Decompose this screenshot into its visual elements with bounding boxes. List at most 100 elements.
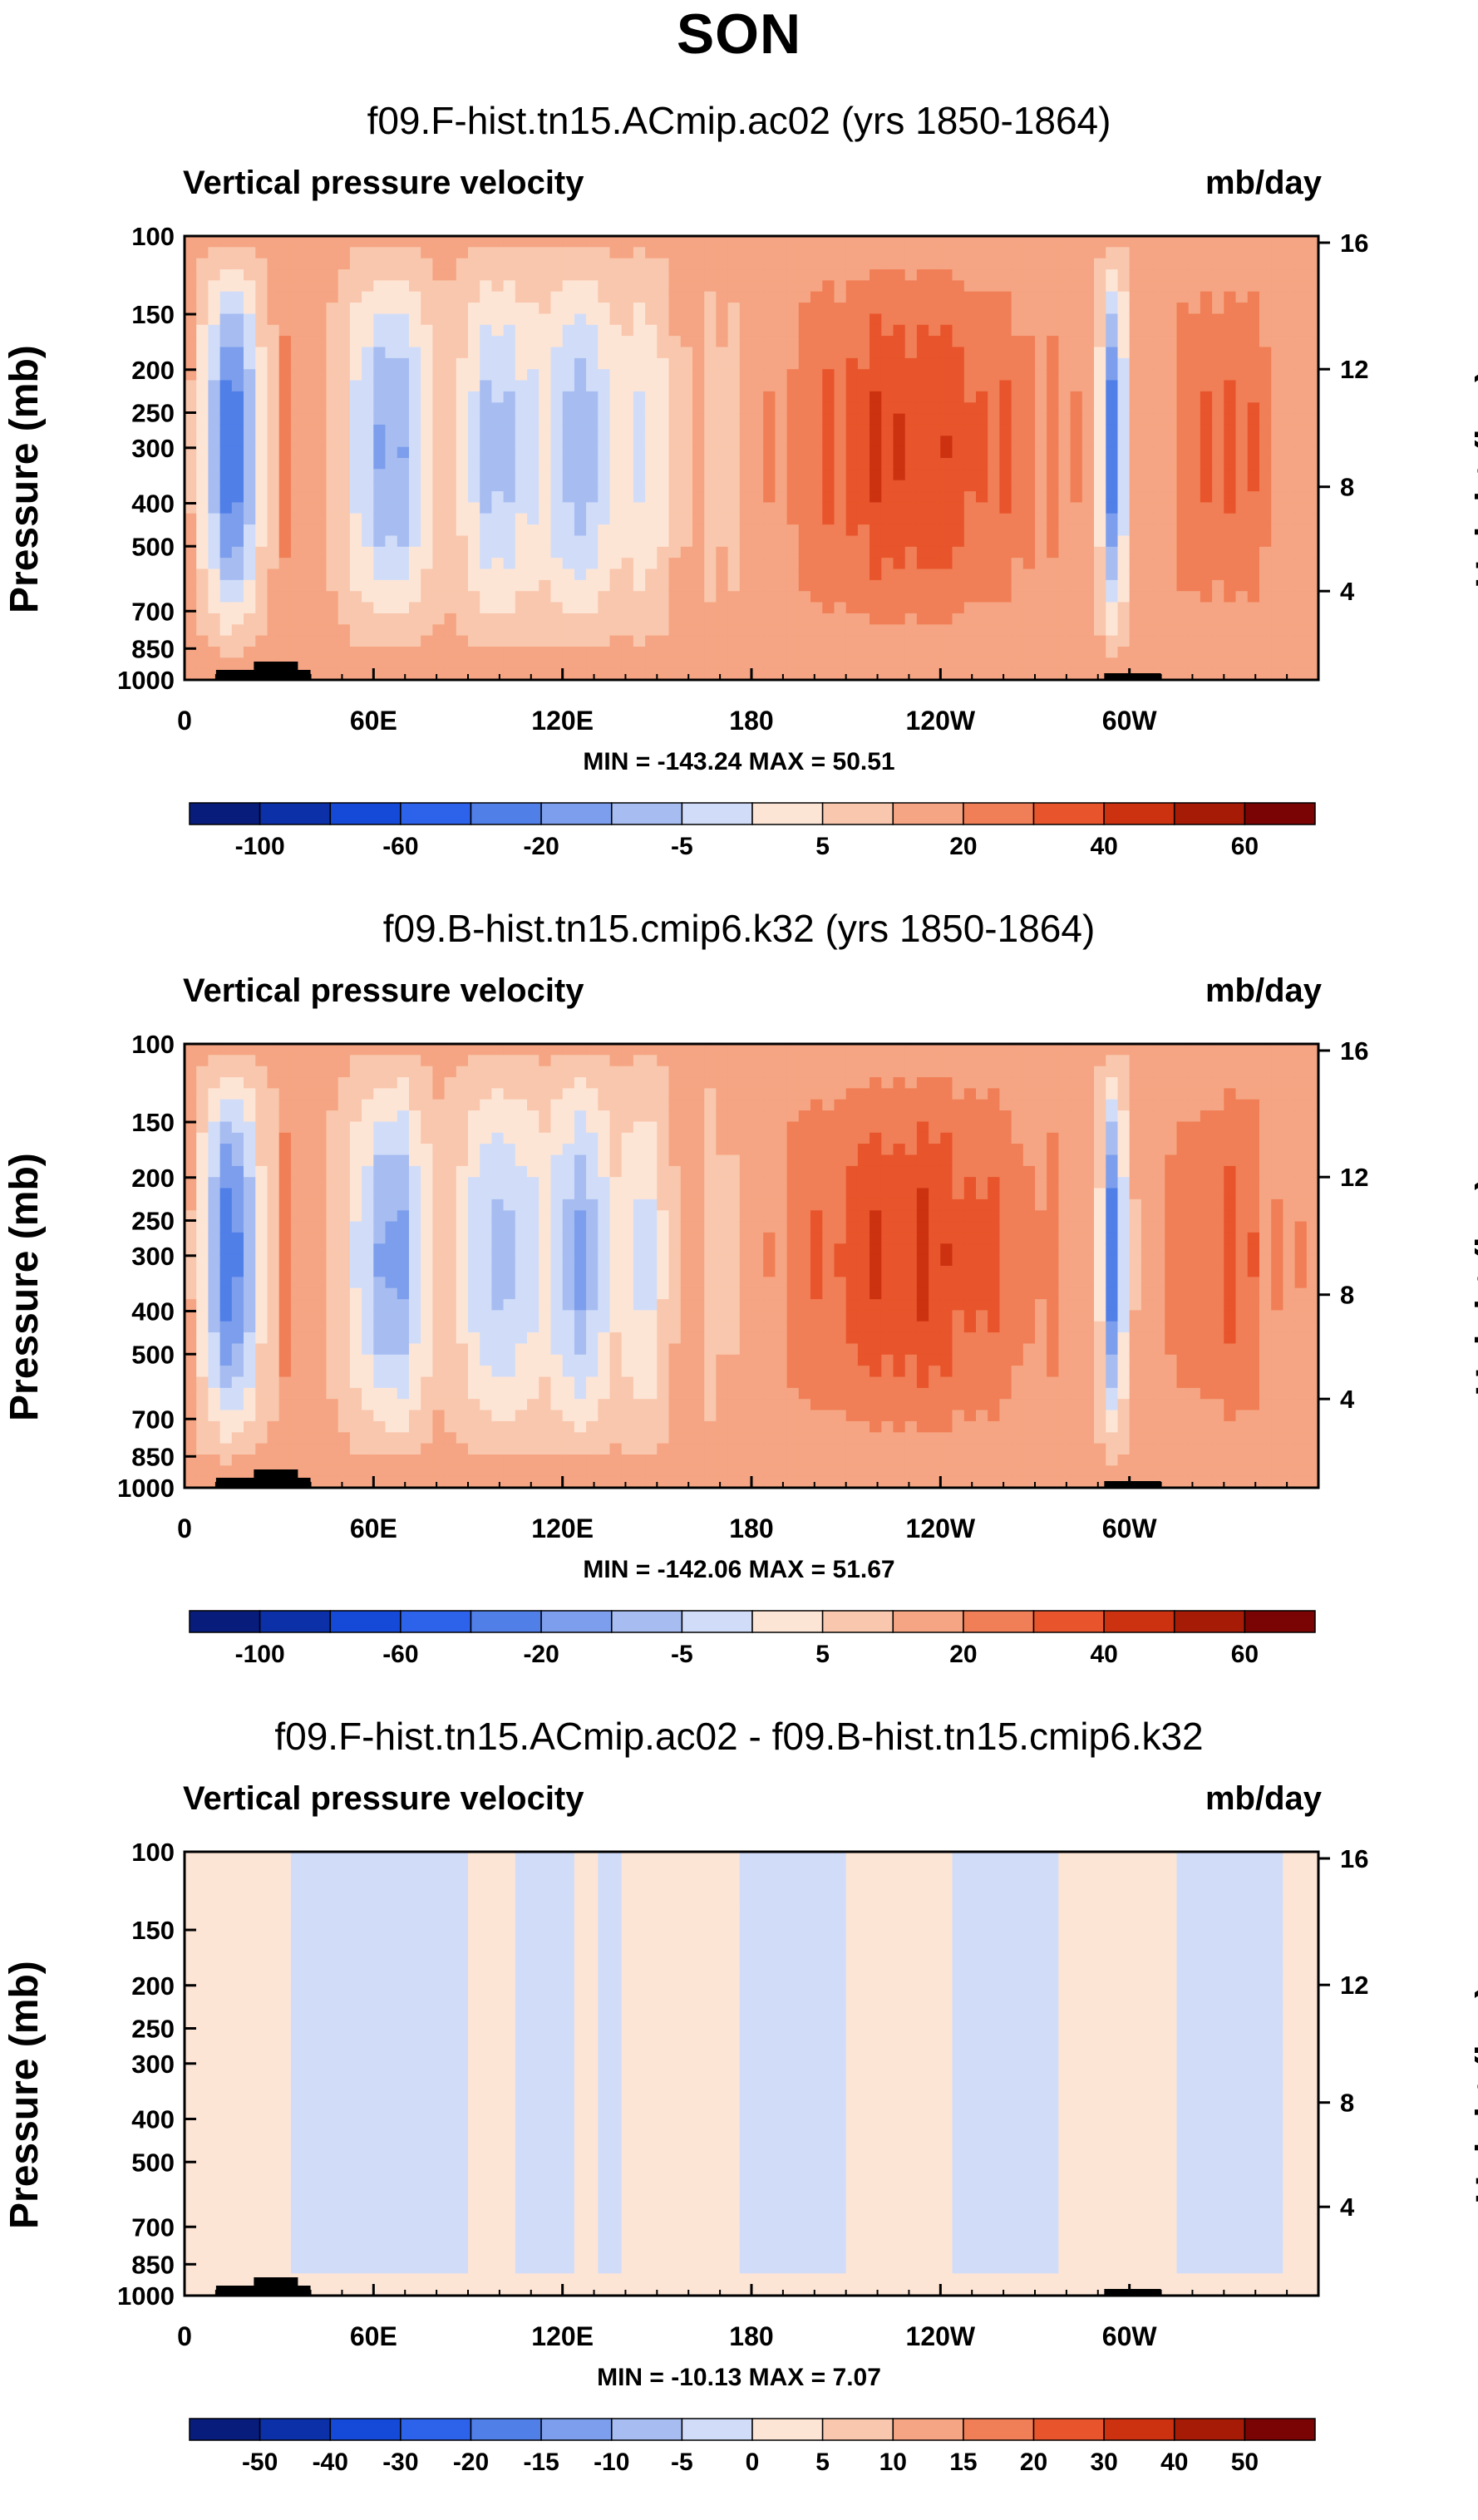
field-cell: [338, 1299, 351, 1311]
field-cell: [456, 1465, 469, 1477]
field-cell: [704, 569, 717, 581]
field-cell: [327, 292, 339, 303]
field-cell: [421, 1432, 433, 1444]
field-cell: [386, 369, 398, 381]
field-cell: [692, 425, 705, 436]
field-cell: [1200, 657, 1213, 669]
field-cell: [1224, 636, 1236, 647]
field-cell: [1023, 347, 1036, 359]
field-cell: [894, 502, 906, 514]
field-cell: [1189, 314, 1201, 326]
field-cell: [704, 603, 717, 614]
field-cell: [303, 558, 315, 569]
field-cell: [810, 280, 823, 292]
field-cell: [1189, 636, 1201, 647]
field-cell: [704, 502, 717, 514]
field-cell: [539, 647, 551, 658]
field-cell: [704, 236, 717, 248]
field-cell: [1023, 402, 1036, 414]
field-cell: [232, 1177, 244, 1189]
field-cell: [574, 369, 587, 381]
field-cell: [208, 1410, 220, 1422]
field-cell: [1023, 558, 1036, 569]
field-cell: [185, 558, 197, 569]
field-cell: [574, 657, 587, 669]
field-cell: [1248, 358, 1260, 370]
field-cell: [870, 381, 882, 392]
field-cell: [858, 502, 870, 514]
field-cell: [527, 647, 539, 658]
field-cell: [999, 502, 1012, 514]
field-cell: [551, 502, 564, 514]
field-cell: [1295, 391, 1308, 403]
field-cell: [232, 580, 244, 592]
field-cell: [894, 292, 906, 303]
field-cell: [1307, 458, 1319, 470]
field-cell: [822, 325, 835, 337]
field-cell: [728, 547, 741, 559]
field-cell: [1118, 402, 1131, 414]
field-cell: [894, 402, 906, 414]
field-cell: [421, 1299, 433, 1311]
field-cell: [657, 314, 669, 326]
y-right-tick-label: 4: [1340, 577, 1355, 606]
field-cell: [409, 1454, 421, 1466]
field-cell: [291, 603, 303, 614]
field-cell: [1200, 425, 1213, 436]
field-cell: [610, 447, 623, 459]
field-cell: [858, 402, 870, 414]
field-cell: [279, 381, 292, 392]
field-cell: [669, 280, 682, 292]
field-cell: [445, 1399, 457, 1410]
field-cell: [622, 247, 634, 258]
field-cell: [373, 1444, 386, 1455]
field-cell: [1035, 547, 1047, 559]
field-cell: [196, 1444, 209, 1455]
field-cell: [373, 258, 386, 270]
field-cell: [1200, 358, 1213, 370]
field-cell: [1153, 347, 1165, 359]
field-cell: [1012, 613, 1024, 625]
field-cell: [563, 558, 575, 569]
field-cell: [255, 391, 268, 403]
field-cell: [291, 1355, 303, 1366]
field-cell: [953, 347, 965, 359]
field-cell: [196, 347, 209, 359]
field-cell: [362, 447, 374, 459]
field-cell: [1130, 636, 1142, 647]
field-cell: [1141, 591, 1154, 603]
field-cell: [421, 1288, 433, 1300]
field-cell: [964, 480, 977, 492]
field-cell: [645, 524, 658, 536]
field-cell: [362, 280, 374, 292]
field-cell: [232, 1388, 244, 1400]
field-cell: [196, 436, 209, 447]
field-cell: [988, 292, 1000, 303]
field-cell: [255, 1255, 268, 1267]
field-cell: [244, 247, 256, 258]
field-cell: [445, 603, 457, 614]
field-cell: [338, 1332, 351, 1344]
field-cell: [338, 402, 351, 414]
field-cell: [350, 502, 362, 514]
field-cell: [268, 1299, 280, 1311]
field-cell: [704, 558, 717, 569]
field-cell: [976, 336, 988, 347]
field-cell: [338, 358, 351, 370]
field-cell: [279, 247, 292, 258]
field-cell: [279, 1421, 292, 1433]
field-cell: [327, 1100, 339, 1111]
field-cell: [291, 425, 303, 436]
field-cell: [999, 514, 1012, 525]
field-cell: [870, 536, 882, 548]
field-cell: [445, 524, 457, 536]
field-cell: [208, 580, 220, 592]
field-cell: [338, 1233, 351, 1244]
field-cell: [338, 247, 351, 258]
field-cell: [704, 325, 717, 337]
field-cell: [622, 558, 634, 569]
field-cell: [610, 536, 623, 548]
field-cell: [409, 1166, 421, 1178]
field-cell: [633, 469, 646, 480]
field-cell: [386, 1310, 398, 1322]
